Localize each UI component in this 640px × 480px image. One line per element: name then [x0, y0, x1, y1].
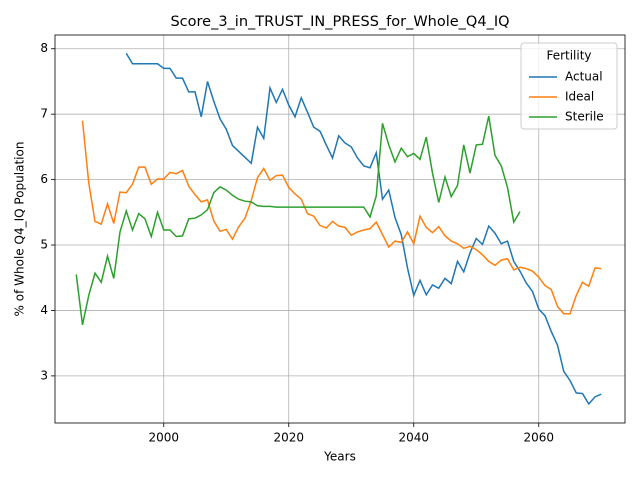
- axes-frame: [54, 34, 626, 424]
- legend-title: Fertility: [546, 49, 591, 63]
- x-tick-label: 2000: [148, 431, 179, 445]
- y-tick-label: 5: [40, 238, 48, 252]
- y-tick-label: 3: [40, 368, 48, 382]
- line-series: [75, 115, 521, 326]
- x-tick-label: 2040: [398, 431, 429, 445]
- y-axis-label: % of Whole Q4_IQ Population: [13, 142, 27, 317]
- line-series: [125, 52, 602, 406]
- x-tick-label: 2060: [523, 431, 554, 445]
- legend: Fertility Actual Ideal Sterile: [520, 42, 618, 130]
- legend-label: Sterile: [565, 110, 604, 124]
- line-series: [81, 120, 602, 315]
- legend-label: Ideal: [565, 90, 594, 104]
- y-tick-label: 7: [40, 107, 48, 121]
- x-tick-label: 2020: [273, 431, 304, 445]
- x-axis-label: Years: [323, 450, 356, 464]
- y-tick-label: 6: [40, 172, 48, 186]
- y-tick-label: 4: [40, 303, 48, 317]
- chart-title: Score_3_in_TRUST_IN_PRESS_for_Whole_Q4_I…: [170, 14, 509, 30]
- y-tick-label: 8: [40, 41, 48, 55]
- legend-box: [520, 42, 618, 130]
- legend-label: Actual: [565, 70, 603, 84]
